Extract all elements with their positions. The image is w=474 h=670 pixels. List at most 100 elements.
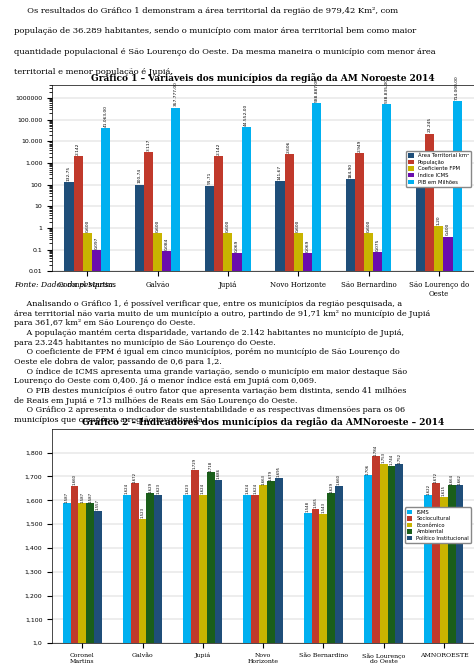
Bar [94,511,102,670]
Title: Gráfico 2 – Indicadores dos municípios da região da AMNoroeste – 2014: Gráfico 2 – Indicadores dos municípios d… [82,417,444,427]
Text: O PIB destes municípios é outro fator que apresenta variação bem distinta, sendo: O PIB destes municípios é outro fator qu… [14,387,407,395]
Bar [416,173,425,670]
Bar [440,496,448,670]
Bar [191,470,199,670]
Bar [146,493,155,670]
Text: A população mantém certa disparidade, variando de 2.142 habitantes no município : A população mantém certa disparidade, va… [14,329,404,337]
Text: 1.624: 1.624 [246,483,249,494]
Text: 1.695: 1.695 [277,466,281,477]
Text: 0,600: 0,600 [226,219,230,232]
Bar [284,154,294,670]
Bar [267,482,275,670]
Text: 361,77: 361,77 [419,156,422,172]
Text: 0,069: 0,069 [305,239,310,252]
Text: 2.606: 2.606 [287,141,291,153]
Text: 1.548: 1.548 [306,501,310,512]
Text: de Reais em Jupiá e 713 milhões de Reais em São Lourenço do Oeste.: de Reais em Jupiá e 713 milhões de Reais… [14,397,298,405]
Bar [303,253,312,670]
Bar [83,233,92,670]
Text: 0,600: 0,600 [155,219,160,232]
Text: 1.663: 1.663 [261,474,265,485]
Bar [71,486,78,670]
Text: 588.887,00: 588.887,00 [315,77,319,102]
Text: 1.672: 1.672 [434,472,438,482]
Text: 1.587: 1.587 [80,492,84,503]
Bar [432,483,440,670]
Bar [183,494,191,670]
Text: 1.543: 1.543 [321,502,325,513]
Bar [355,153,364,670]
Text: 1.679: 1.679 [269,470,273,481]
Text: 714.000,00: 714.000,00 [455,75,459,100]
Bar [443,237,453,670]
Bar [259,485,267,670]
Text: 0,600: 0,600 [85,219,89,232]
Bar [242,127,251,670]
Text: para 361,67 km² em São Lourenço do Oeste.: para 361,67 km² em São Lourenço do Oeste… [14,320,196,328]
Text: 0,600: 0,600 [296,219,300,232]
Bar [214,156,223,670]
Bar [424,495,432,670]
Bar [388,466,395,670]
Bar [101,128,110,670]
Bar [380,464,388,670]
Text: 1.629: 1.629 [329,482,333,493]
Text: 2.142: 2.142 [217,142,221,155]
Bar [311,509,319,670]
Text: 1.557: 1.557 [96,499,100,510]
Text: área territorial não varia muito de um município a outro, partindo de 91,71 km² : área territorial não varia muito de um m… [14,310,430,318]
Bar [155,494,162,670]
Bar [199,494,207,670]
Text: 1.729: 1.729 [193,458,197,469]
Text: 2.949: 2.949 [357,139,361,151]
Text: 1.587: 1.587 [88,492,92,503]
Bar [373,253,382,670]
Text: 0,097: 0,097 [94,237,99,249]
Bar [434,226,443,670]
Bar [92,250,101,670]
Text: 44.552,00: 44.552,00 [244,104,248,126]
Text: quantidade populacional é São Lourenço do Oeste. Da mesma maneira o município co: quantidade populacional é São Lourenço d… [14,48,436,56]
Text: 1,20: 1,20 [437,215,441,225]
Bar [456,486,464,670]
Text: 1.706: 1.706 [366,464,370,474]
Text: 1.686: 1.686 [217,468,220,479]
Text: 1.660: 1.660 [73,474,76,486]
Bar [138,519,146,670]
Text: 1.624: 1.624 [125,483,129,494]
Bar [78,503,86,670]
Text: 1.660: 1.660 [337,474,341,486]
Bar [453,101,462,670]
Text: 132,75: 132,75 [67,165,71,181]
Text: Os resultados do Gráfico 1 demonstram a área territorial da região de 979,42 Km²: Os resultados do Gráfico 1 demonstram a … [14,7,398,15]
Text: 1.744: 1.744 [390,454,393,466]
Text: Fonte: Dados da pesquisa.: Fonte: Dados da pesquisa. [14,281,116,289]
Bar [63,503,71,670]
Bar [364,475,372,670]
Text: O Gráfico 2 apresenta o indicador de sustentabilidade e as respectivas dimensões: O Gráfico 2 apresenta o indicador de sus… [14,407,405,415]
Bar [319,514,327,670]
Bar [135,185,144,670]
Text: 1.623: 1.623 [185,483,189,494]
Bar [304,513,311,670]
Text: 0,069: 0,069 [235,239,239,252]
Text: população de 36.289 habitantes, sendo o município com maior área territorial bem: população de 36.289 habitantes, sendo o … [14,27,417,36]
Bar [372,456,380,670]
Text: O coeficiente de FPM é igual em cinco municípios, porém no município de São Lour: O coeficiente de FPM é igual em cinco mu… [14,348,400,356]
Text: 1.718: 1.718 [209,460,213,472]
Bar [162,251,171,670]
Text: 1.784: 1.784 [374,445,378,456]
Text: 1.587: 1.587 [64,492,69,503]
Bar [144,152,153,670]
Text: 184,90: 184,90 [348,163,352,178]
Bar [64,182,73,670]
Bar [171,108,181,670]
Text: 1.662: 1.662 [457,474,462,485]
Text: 141,67: 141,67 [278,165,282,180]
Text: Lourenço do Oeste com 0,400. Já o menor índice está em Jupiá com 0,069.: Lourenço do Oeste com 0,400. Já o menor … [14,377,317,385]
Bar [294,233,303,670]
Text: 1.664: 1.664 [450,474,454,484]
Text: 0,600: 0,600 [366,219,371,232]
Text: municípios que compõem a região investigada.: municípios que compõem a região investig… [14,416,205,424]
Text: 0,075: 0,075 [376,239,380,251]
